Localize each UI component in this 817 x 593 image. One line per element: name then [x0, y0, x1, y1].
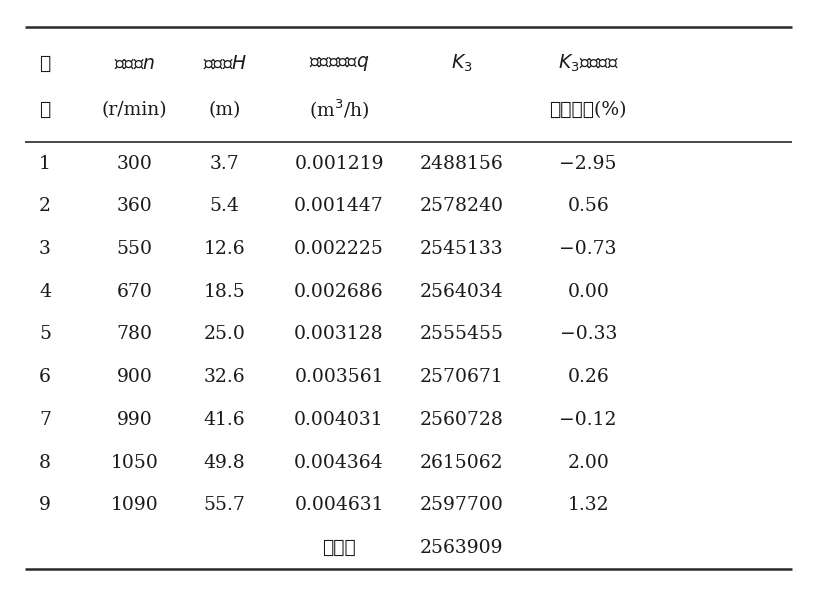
- Text: 2545133: 2545133: [420, 240, 503, 258]
- Text: 2560728: 2560728: [420, 411, 503, 429]
- Text: 550: 550: [117, 240, 153, 258]
- Text: 2555455: 2555455: [420, 326, 503, 343]
- Text: −0.33: −0.33: [560, 326, 617, 343]
- Text: $K_3$: $K_3$: [451, 53, 472, 74]
- Text: 2563909: 2563909: [420, 539, 503, 557]
- Text: 平均値: 平均値: [322, 539, 356, 557]
- Text: 序: 序: [39, 55, 51, 73]
- Text: 0.001447: 0.001447: [294, 197, 384, 215]
- Text: 泵扬程$H$: 泵扬程$H$: [203, 55, 247, 73]
- Text: −2.95: −2.95: [560, 155, 617, 173]
- Text: 0.003128: 0.003128: [294, 326, 384, 343]
- Text: 2578240: 2578240: [420, 197, 503, 215]
- Text: 1090: 1090: [111, 496, 158, 514]
- Text: 2570671: 2570671: [420, 368, 503, 386]
- Text: (m): (m): [208, 101, 241, 119]
- Text: 5.4: 5.4: [210, 197, 239, 215]
- Text: (m$^3$/h): (m$^3$/h): [309, 98, 369, 122]
- Text: 3: 3: [39, 240, 51, 258]
- Text: 0.56: 0.56: [567, 197, 609, 215]
- Text: 8: 8: [39, 454, 51, 471]
- Text: 670: 670: [117, 283, 153, 301]
- Text: 1.32: 1.32: [568, 496, 609, 514]
- Text: 2488156: 2488156: [420, 155, 503, 173]
- Text: 18.5: 18.5: [203, 283, 246, 301]
- Text: 0.00: 0.00: [567, 283, 609, 301]
- Text: 0.004031: 0.004031: [294, 411, 384, 429]
- Text: 2.00: 2.00: [567, 454, 609, 471]
- Text: 旁路管流量$q$: 旁路管流量$q$: [309, 54, 369, 73]
- Text: 12.6: 12.6: [204, 240, 245, 258]
- Text: 32.6: 32.6: [204, 368, 245, 386]
- Text: 0.004364: 0.004364: [294, 454, 384, 471]
- Text: 6: 6: [39, 368, 51, 386]
- Text: 2615062: 2615062: [420, 454, 503, 471]
- Text: 2597700: 2597700: [420, 496, 503, 514]
- Text: 49.8: 49.8: [203, 454, 246, 471]
- Text: 25.0: 25.0: [203, 326, 246, 343]
- Text: −0.12: −0.12: [560, 411, 617, 429]
- Text: $K_3$和平均値: $K_3$和平均値: [558, 53, 618, 74]
- Text: 0.003561: 0.003561: [294, 368, 384, 386]
- Text: 1050: 1050: [111, 454, 158, 471]
- Text: 相对误差(%): 相对误差(%): [550, 101, 627, 119]
- Text: 55.7: 55.7: [203, 496, 246, 514]
- Text: 780: 780: [117, 326, 153, 343]
- Text: 号: 号: [39, 101, 51, 119]
- Text: 0.002686: 0.002686: [294, 283, 384, 301]
- Text: −0.73: −0.73: [560, 240, 617, 258]
- Text: 5: 5: [39, 326, 51, 343]
- Text: 2: 2: [39, 197, 51, 215]
- Text: 7: 7: [39, 411, 51, 429]
- Text: 3.7: 3.7: [210, 155, 239, 173]
- Text: 0.002225: 0.002225: [294, 240, 384, 258]
- Text: 2564034: 2564034: [420, 283, 503, 301]
- Text: 1: 1: [39, 155, 51, 173]
- Text: 990: 990: [117, 411, 153, 429]
- Text: (r/min): (r/min): [102, 101, 167, 119]
- Text: 900: 900: [117, 368, 153, 386]
- Text: 41.6: 41.6: [204, 411, 245, 429]
- Text: 300: 300: [117, 155, 153, 173]
- Text: 4: 4: [39, 283, 51, 301]
- Text: 0.26: 0.26: [567, 368, 609, 386]
- Text: 泵转速$n$: 泵转速$n$: [114, 55, 155, 73]
- Text: 0.001219: 0.001219: [294, 155, 384, 173]
- Text: 0.004631: 0.004631: [294, 496, 384, 514]
- Text: 360: 360: [117, 197, 153, 215]
- Text: 9: 9: [39, 496, 51, 514]
